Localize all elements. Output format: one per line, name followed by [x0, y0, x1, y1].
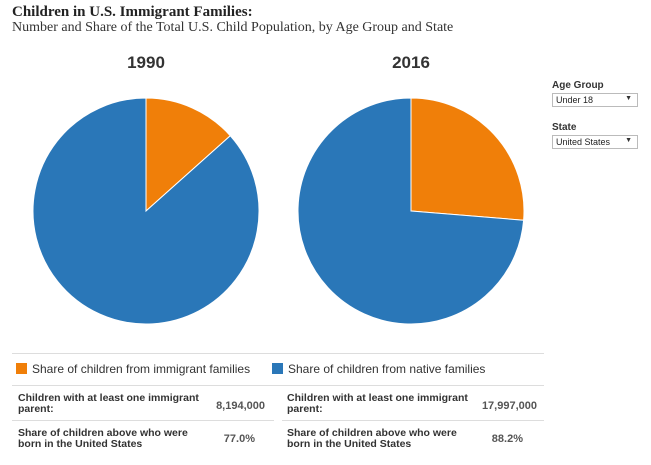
stat-value-born-in-us-2016: 88.2%	[491, 433, 523, 445]
pie-slice-1990-immigrant[interactable]	[145, 97, 231, 213]
chevron-down-icon: ▼	[625, 95, 632, 102]
stat-value-immigrant-parent-2016: 17,997,000	[481, 400, 537, 412]
legend-label-native: Share of children from native families	[288, 362, 486, 376]
state-value: United States	[556, 137, 611, 147]
pie-slice-2016-native[interactable]	[297, 97, 525, 325]
stat-label-immigrant-parent-1990: Children with at least one immigrant par…	[18, 392, 199, 415]
pie-title-1990: 1990	[127, 53, 165, 72]
chevron-down-icon: ▼	[625, 137, 632, 144]
pie-title-2016: 2016	[392, 53, 430, 72]
stat-label-born-in-us-1990: Share of children above who were born in…	[18, 427, 188, 450]
legend-item-native[interactable]: Share of children from native families	[272, 362, 485, 376]
age-group-select[interactable]: Under 18 ▼	[552, 93, 638, 107]
age-group-label: Age Group	[552, 80, 604, 91]
pie-slice-1990-native[interactable]	[32, 97, 260, 325]
state-label: State	[552, 122, 577, 133]
chart-subtitle: Number and Share of the Total U.S. Child…	[12, 20, 454, 35]
state-select[interactable]: United States ▼	[552, 135, 638, 149]
stat-value-born-in-us-1990: 77.0%	[223, 433, 255, 445]
legend-swatch-native	[272, 363, 283, 374]
legend-swatch-immigrant	[16, 363, 27, 374]
divider	[12, 353, 544, 354]
legend-label-immigrant: Share of children from immigrant familie…	[32, 362, 251, 376]
stat-label-born-in-us-2016: Share of children above who were born in…	[287, 427, 457, 450]
divider	[282, 420, 544, 421]
divider	[12, 420, 274, 421]
divider	[12, 385, 544, 386]
chart-title: Children in U.S. Immigrant Families:	[12, 4, 253, 20]
legend-item-immigrant[interactable]: Share of children from immigrant familie…	[16, 362, 250, 376]
age-group-value: Under 18	[556, 95, 594, 105]
stat-value-immigrant-parent-1990: 8,194,000	[216, 400, 265, 412]
pie-slice-2016-immigrant[interactable]	[410, 97, 525, 221]
stat-label-immigrant-parent-2016: Children with at least one immigrant par…	[287, 392, 468, 415]
